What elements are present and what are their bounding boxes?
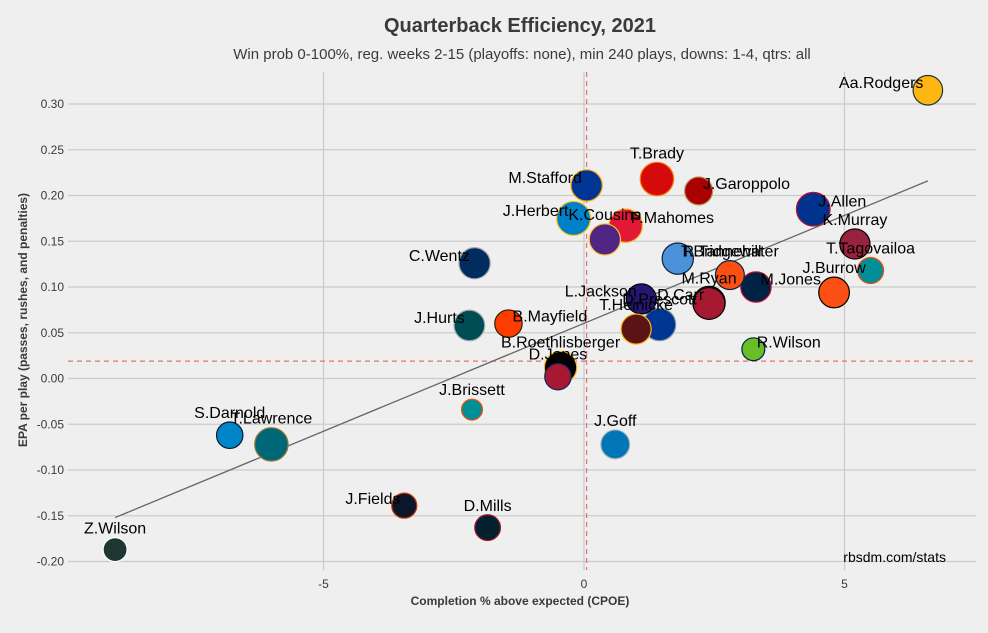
chart-title: Quarterback Efficiency, 2021: [384, 15, 656, 37]
y-tick-label: 0.15: [41, 234, 65, 248]
credit-text: rbsdm.com/stats: [843, 549, 946, 565]
qb-label: R.Tannehill: [682, 243, 761, 260]
y-axis-label: EPA per play (passes, rushes, and penalt…: [16, 193, 30, 447]
qb-label: D.Jones: [529, 346, 588, 363]
qb-label: D.Carr: [657, 287, 705, 304]
qb-label: T.Heinicke: [599, 297, 673, 314]
qb-label: B.Roethlisberger: [501, 334, 621, 351]
qb-label: D.Mills: [464, 498, 512, 515]
y-tick-label: 0.00: [41, 372, 65, 386]
qb-point: [544, 362, 572, 391]
qb-point: [102, 537, 128, 563]
qb-label: T.Tagovailoa: [826, 240, 915, 257]
y-tick-label: 0.20: [41, 189, 65, 203]
grid: [68, 72, 976, 570]
y-tick-label: 0.10: [41, 280, 65, 294]
qb-label: J.Allen: [818, 194, 866, 211]
qb-point: [740, 271, 772, 303]
qb-point: [684, 176, 714, 206]
x-tick-label: 5: [841, 577, 848, 591]
qb-label: M.Stafford: [508, 170, 582, 187]
qb-point: [458, 246, 491, 280]
y-tick-label: 0.25: [41, 143, 65, 157]
data-labels: Aa.Rodgers T.Brady J.Garoppolo M.Stafford J.…: [84, 75, 923, 538]
qb-label: Aa.Rodgers: [839, 75, 924, 92]
y-tick-label: 0.30: [41, 97, 65, 111]
trend-line: [114, 180, 929, 519]
x-tick-label: 0: [581, 577, 588, 591]
axis-ticks: -0.20 -0.15 -0.10 -0.05 0.00 0.05 0.10 0.15 0.20…: [37, 97, 849, 591]
y-tick-label: -0.15: [37, 509, 65, 523]
qb-point: [661, 242, 694, 275]
y-tick-label: -0.10: [37, 463, 65, 477]
qb-point: [714, 260, 745, 291]
x-tick-label: -5: [318, 577, 329, 591]
x-axis-label: Completion % above expected (CPOE): [411, 594, 630, 608]
qb-point: [692, 286, 726, 320]
qb-label: M.Ryan: [681, 271, 736, 288]
qb-label: L.Jackson: [565, 284, 637, 301]
qb-point: [460, 398, 484, 421]
qb-label: M.Jones: [760, 272, 820, 289]
qb-label: T.Brady: [630, 145, 684, 162]
qb-label: T.Lawrence: [230, 411, 312, 428]
qb-point: [741, 337, 766, 362]
reference-lines: [68, 72, 976, 570]
qb-label: D.Prescott: [622, 291, 697, 308]
data-points: [102, 74, 944, 563]
qb-point: [639, 161, 675, 197]
qb-label: C.Wentz: [409, 248, 470, 265]
qb-point: [215, 421, 244, 450]
qb-label: R.Wilson: [757, 335, 821, 352]
qb-point: [795, 191, 831, 227]
qb-label: K.Murray: [822, 212, 887, 229]
qb-point: [856, 256, 885, 285]
qb-label: K.Cousins: [568, 207, 641, 224]
qb-point: [254, 427, 289, 462]
qb-label: J.Burrow: [803, 260, 867, 277]
qb-point: [494, 309, 523, 338]
qb-label: J.Hurts: [414, 310, 465, 327]
qb-point: [620, 313, 652, 345]
qb-label: T.Bridgewater: [681, 244, 779, 261]
qb-point: [839, 228, 871, 260]
qb-label: Z.Wilson: [84, 521, 146, 538]
qb-point: [570, 169, 603, 202]
qb-label: J.Herbert: [503, 203, 569, 220]
qb-point: [912, 74, 944, 106]
qb-point: [391, 492, 418, 519]
qb-point: [453, 309, 486, 342]
qb-label: B.Mayfield: [513, 309, 588, 326]
qb-point: [818, 276, 851, 309]
qb-point: [625, 283, 657, 315]
qb-point: [556, 200, 592, 236]
qb-label: J.Fields: [345, 491, 400, 508]
qb-point: [600, 429, 631, 460]
trend-line-group: [114, 180, 929, 519]
qb-point: [588, 223, 622, 256]
qb-label: P.Mahomes: [631, 210, 714, 227]
qb-label: J.Garoppolo: [703, 176, 790, 193]
chart-subtitle: Win prob 0-100%, reg. weeks 2-15 (playof…: [233, 46, 811, 63]
y-tick-label: 0.05: [41, 326, 65, 340]
y-tick-label: -0.20: [37, 555, 65, 569]
qb-label: J.Goff: [594, 413, 637, 430]
qb-label: J.Brissett: [439, 382, 505, 399]
y-tick-label: -0.05: [37, 417, 65, 431]
qb-label: S.Darnold: [194, 405, 265, 422]
qb-point: [474, 514, 502, 542]
